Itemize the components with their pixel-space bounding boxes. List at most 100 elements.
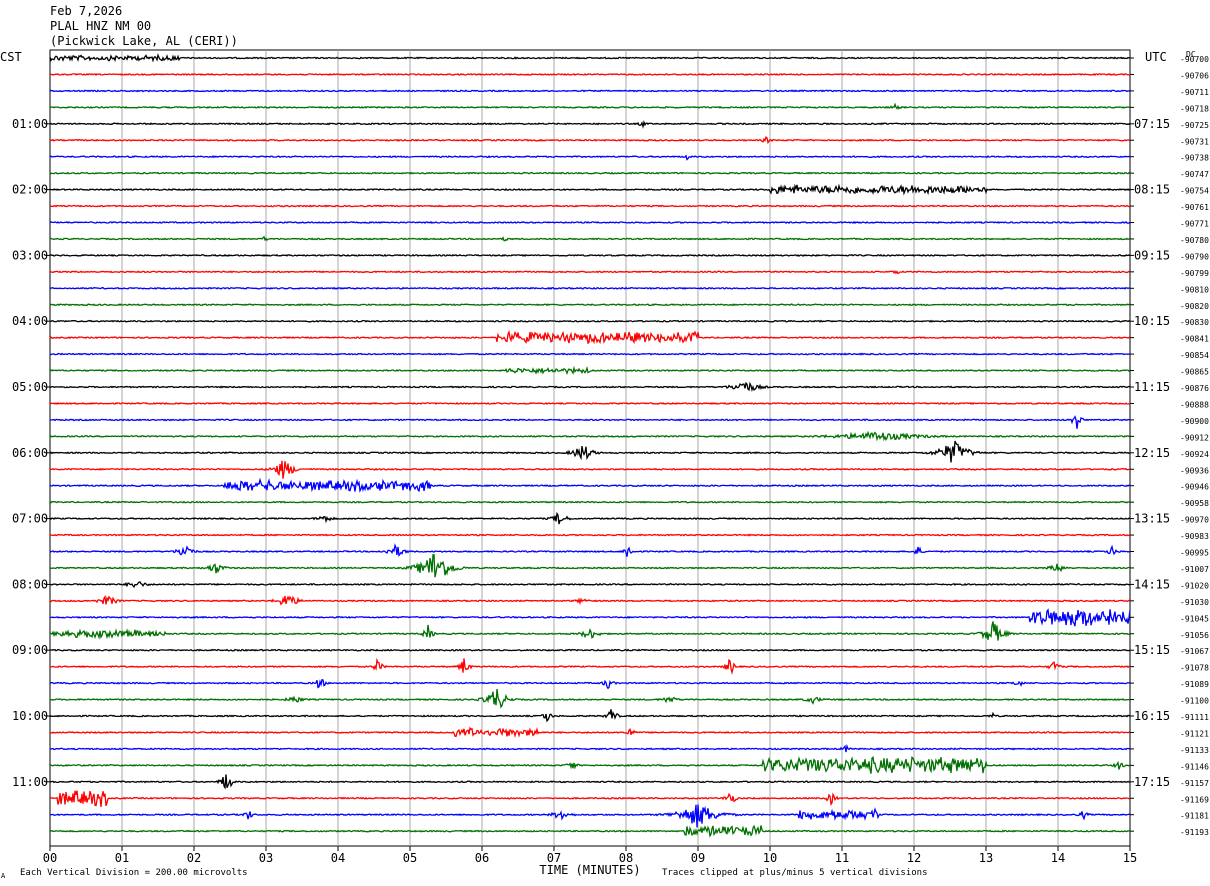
- dc-label: DC: [1186, 50, 1196, 59]
- trace-row-35: [49, 621, 1130, 641]
- dc-offset-label: -90995: [1180, 549, 1209, 558]
- trace-row-4: [49, 120, 1131, 129]
- header-station: PLAL HNZ NM 00: [50, 19, 152, 33]
- x-tick-label: 08: [619, 851, 633, 865]
- trace-row-13: [49, 269, 1131, 275]
- trace-row-8: [49, 183, 1131, 196]
- labels: CST UTC DC TIME (MINUTES) A Each Vertica…: [0, 50, 1209, 880]
- x-tick-label: 14: [1051, 851, 1065, 865]
- dc-offset-label: -90731: [1180, 137, 1209, 146]
- dc-offset-label: -91030: [1180, 598, 1209, 607]
- cst-time-label: 08:00: [12, 577, 48, 591]
- cst-time-label: 09:00: [12, 643, 48, 657]
- dc-offset-label: -91193: [1180, 828, 1209, 837]
- dc-offset-label: -91056: [1180, 631, 1209, 640]
- dc-offset-label: -91045: [1180, 614, 1209, 623]
- x-axis-label: TIME (MINUTES): [539, 863, 640, 877]
- trace-row-24: [49, 440, 1130, 463]
- header-date: Feb 7,2026: [50, 4, 123, 18]
- trace-row-2: [49, 89, 1131, 93]
- dc-offset-label: -91020: [1180, 581, 1209, 590]
- trace-row-31: [49, 554, 1130, 578]
- utc-time-label: 10:15: [1134, 314, 1170, 328]
- dc-offset-label: -90725: [1180, 121, 1209, 130]
- trace-row-27: [49, 500, 1131, 504]
- x-tick-label: 15: [1123, 851, 1137, 865]
- cst-time-label: 03:00: [12, 248, 48, 262]
- dc-offset-label: -91169: [1180, 795, 1209, 804]
- trace-row-15: [49, 303, 1131, 307]
- trace-row-11: [49, 235, 1131, 242]
- trace-row-0: [49, 53, 1131, 63]
- dc-offset-label: -91157: [1180, 779, 1209, 788]
- dc-offset-label: -91100: [1180, 697, 1209, 706]
- x-tick-label: 04: [331, 851, 345, 865]
- utc-time-label: 17:15: [1134, 775, 1170, 789]
- trace-row-33: [49, 594, 1131, 606]
- dc-offset-label: -91078: [1180, 664, 1209, 673]
- dc-offset-label: -90780: [1180, 236, 1209, 245]
- clip-note: Traces clipped at plus/minus 5 vertical …: [662, 868, 928, 878]
- trace-row-45: [49, 790, 1131, 807]
- trace-row-9: [49, 204, 1131, 208]
- x-tick-label: 00: [43, 851, 57, 865]
- x-tick-label: 01: [115, 851, 129, 865]
- dc-offset-label: -90810: [1180, 285, 1209, 294]
- trace-row-25: [49, 460, 1131, 479]
- dc-offset-label: -91121: [1180, 729, 1209, 738]
- trace-row-30: [49, 543, 1131, 557]
- dc-offset-label: -90771: [1180, 220, 1209, 229]
- utc-time-label: 14:15: [1134, 577, 1170, 591]
- dc-offset-label: -90718: [1180, 104, 1209, 113]
- dc-offset-label: -90865: [1180, 368, 1209, 377]
- dc-offset-label: -90900: [1180, 417, 1209, 426]
- trace-row-14: [49, 286, 1131, 290]
- x-tick-label: 13: [979, 851, 993, 865]
- trace-row-23: [49, 430, 1131, 442]
- dc-offset-label: -91089: [1180, 680, 1209, 689]
- dc-offset-label: -90912: [1180, 433, 1209, 442]
- dc-offset-label: -90958: [1180, 499, 1209, 508]
- trace-row-17: [49, 329, 1131, 345]
- trace-row-42: [49, 743, 1131, 753]
- utc-time-label: 15:15: [1134, 643, 1170, 657]
- cst-time-label: 04:00: [12, 314, 48, 328]
- footer-mark: A: [1, 872, 6, 880]
- trace-row-47: [49, 824, 1131, 838]
- trace-row-43: [49, 755, 1131, 774]
- trace-row-39: [49, 688, 1131, 709]
- trace-row-20: [49, 381, 1131, 393]
- cst-time-label: 11:00: [12, 775, 48, 789]
- cst-time-label: 10:00: [12, 709, 48, 723]
- utc-time-label: 11:15: [1134, 380, 1170, 394]
- trace-row-22: [49, 415, 1131, 429]
- trace-row-40: [49, 709, 1131, 723]
- dc-offset-label: -90936: [1180, 466, 1209, 475]
- dc-offset-label: -90970: [1180, 516, 1209, 525]
- utc-time-label: 08:15: [1134, 183, 1170, 197]
- trace-row-18: [49, 352, 1131, 356]
- utc-time-label: 16:15: [1134, 709, 1170, 723]
- cst-axis-label: CST: [0, 50, 22, 64]
- dc-offset-label: -90790: [1180, 252, 1209, 261]
- x-tick-label: 05: [403, 851, 417, 865]
- utc-axis-label: UTC: [1145, 50, 1167, 64]
- dc-offset-label: -90820: [1180, 302, 1209, 311]
- trace-row-6: [49, 154, 1131, 161]
- utc-time-label: 12:15: [1134, 446, 1170, 460]
- trace-row-38: [49, 678, 1130, 690]
- dc-offset-label: -90799: [1180, 269, 1209, 278]
- trace-row-32: [49, 581, 1130, 589]
- dc-offset-label: -90983: [1180, 532, 1209, 541]
- dc-offset-label: -90924: [1180, 450, 1209, 459]
- dc-offset-label: -91146: [1180, 762, 1209, 771]
- cst-time-label: 05:00: [12, 380, 48, 394]
- trace-row-5: [49, 135, 1131, 145]
- trace-row-7: [49, 171, 1131, 175]
- dc-offset-label: -90946: [1180, 483, 1209, 492]
- dc-offset-label: -90754: [1180, 187, 1209, 196]
- trace-row-21: [49, 401, 1131, 405]
- dc-offset-label: -91007: [1180, 565, 1209, 574]
- trace-row-46: [49, 804, 1131, 828]
- trace-row-41: [49, 726, 1131, 738]
